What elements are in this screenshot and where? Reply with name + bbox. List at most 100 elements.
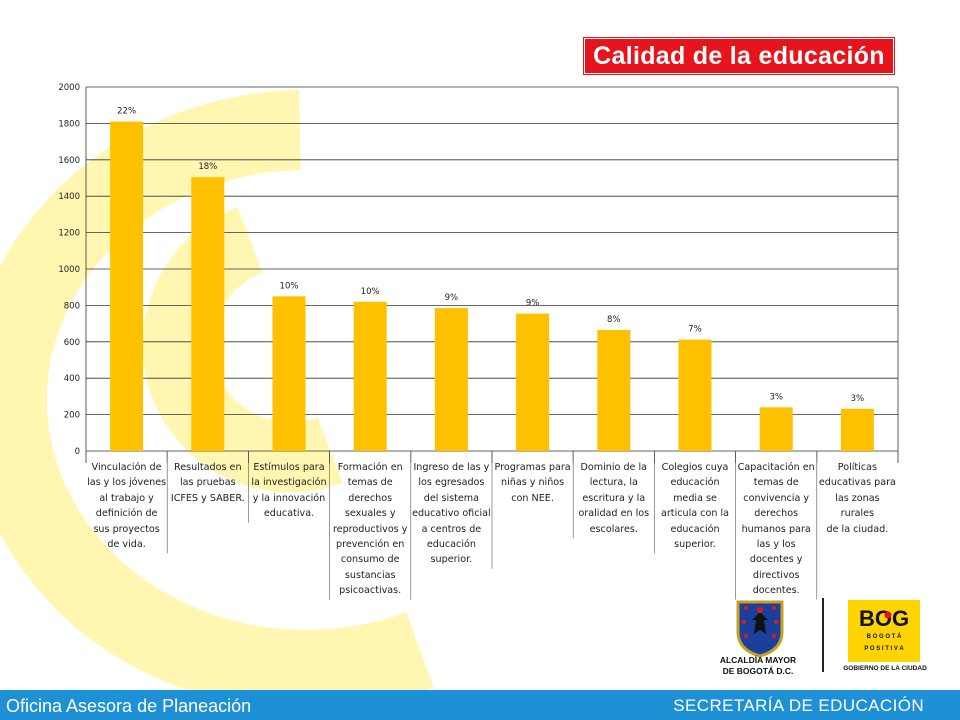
x-tick-label-line: sexuales y [344, 508, 396, 520]
x-tick-label-line: educativo oficial [412, 508, 491, 520]
x-tick-label-line: sus proyectos [93, 523, 160, 535]
x-tick-label-line: escritura y la [582, 492, 646, 504]
alcaldia-line1: ALCALDÍA MAYOR [719, 655, 797, 665]
x-tick-label-line: convivencia y [743, 492, 810, 504]
bar [759, 407, 793, 451]
x-tick-label: Capacitación en temas de convivencia y dere… [736, 460, 816, 599]
x-tick-label-line: temas de [753, 477, 799, 489]
data-label: 9% [445, 293, 459, 303]
x-tick-label-line: prevención en [336, 539, 405, 551]
page-title: Calidad de la educación [584, 38, 894, 74]
x-tick-label-line: reproductivos y [332, 523, 408, 535]
bar [434, 308, 468, 451]
data-label: 22% [117, 107, 136, 117]
x-tick-label-line: a centros de [421, 523, 482, 535]
x-tick-label: Resultados en las pruebas ICFES y SABER. [168, 460, 248, 506]
x-tick-label-line: Resultados en [174, 462, 242, 473]
x-tick-label-line: directivos [752, 569, 800, 581]
x-tick-label-line: docentes y [749, 554, 803, 566]
bogota-positiva-logo: BOG B O G O T Á P O S I T I V A [848, 600, 920, 662]
y-tick-label: 600 [64, 338, 80, 348]
x-tick-label-line: educativas para [818, 477, 896, 489]
x-tick-label-line: educación [670, 523, 720, 535]
x-tick-label: Políticas educativas para las zonas rurale… [817, 460, 897, 537]
x-tick-label-line: psicoactivas. [339, 585, 402, 597]
x-tick-label-line: y la innovación [252, 492, 326, 504]
y-tick-label: 400 [64, 374, 80, 384]
x-tick-label-line: las zonas rurales [835, 492, 880, 520]
data-label: 10% [280, 281, 299, 291]
x-tick-label-line: las y los [756, 539, 796, 551]
x-tick-label-line: ICFES y SABER. [170, 492, 245, 504]
bog-sub-text: B O G O T Á [867, 633, 902, 640]
x-tick-label-line: temas de [347, 477, 393, 489]
bar [110, 121, 144, 451]
x-tick-label-line: educación [426, 539, 476, 551]
x-tick-label: Colegios cuya educación media se articula c… [655, 460, 735, 552]
bog-logo-text: BOG [859, 606, 909, 631]
x-tick-label-line: Colegios cuya [661, 462, 729, 473]
data-label: 9% [526, 299, 540, 309]
x-tick-label-line: niñas y niños [501, 477, 565, 489]
x-tick-label-line: los egresados [418, 477, 485, 489]
x-tick-label-line: Vinculación de [91, 462, 162, 473]
footer-secretaria: SECRETARÍA DE EDUCACIÓN [673, 696, 924, 715]
x-tick-label-line: Programas para [494, 462, 571, 473]
x-tick-label: Formación en temas de derechos sexuales y re… [330, 460, 410, 599]
x-tick-label-line: las pruebas [180, 477, 236, 489]
x-tick-label-line: con NEE. [511, 492, 554, 504]
x-tick-label: Estímulos para la investigación y la innov… [249, 460, 329, 522]
x-tick-label-line: del sistema [423, 492, 480, 504]
bar [597, 329, 631, 451]
footer-office-name: Oficina Asesora de Planeación [6, 696, 252, 716]
y-tick-label: 2000 [58, 83, 80, 93]
x-tick-label-line: Estímulos para [253, 462, 325, 473]
x-tick-label: Vinculación de las y los jóvenes al trabaj… [87, 460, 167, 552]
x-tick-label-line: humanos para [741, 523, 811, 535]
y-tick-label: 1200 [58, 229, 80, 239]
x-tick-label-line: consumo de [340, 554, 400, 566]
data-label: 8% [607, 315, 621, 325]
bar [353, 301, 387, 451]
y-tick-label: 1000 [58, 265, 80, 275]
x-tick-label-line: superior. [674, 539, 716, 551]
x-tick-label-line: Formación en [337, 462, 403, 473]
x-tick-label-line: educación [670, 477, 720, 489]
y-tick-label: 1400 [58, 192, 80, 202]
x-tick-label-line: docentes. [752, 585, 800, 597]
x-tick-label-line: superior. [430, 554, 473, 566]
x-tick-label-line: definición de [95, 508, 158, 520]
x-tick-label-line: las y los jóvenes [87, 477, 167, 489]
alcaldia-text: ALCALDÍA MAYOR DE BOGOTÁ D.C. [706, 655, 810, 677]
y-tick-label: 800 [64, 301, 80, 311]
logo-divider [822, 598, 824, 672]
x-tick-label-line: oralidad en los [578, 508, 650, 520]
bar [272, 296, 306, 451]
x-tick-label-line: articula con la [660, 508, 730, 520]
y-tick-label: 200 [64, 411, 80, 421]
gobierno-text: GOBIERNO DE LA CIUDAD [843, 665, 927, 672]
x-tick-label-line: escolares. [589, 523, 638, 535]
footer-bar: Oficina Asesora de Planeación SECRETARÍA… [0, 690, 960, 720]
x-tick-label-line: sustancias [344, 569, 396, 581]
data-label: 7% [688, 325, 702, 335]
data-label: 3% [769, 392, 783, 402]
x-tick-label: Programas para niñas y niños con NEE. [493, 460, 573, 506]
x-tick-label-line: lectura, la [589, 477, 638, 489]
x-tick-label-line: Dominio de la [580, 462, 648, 473]
alcaldia-line2: DE BOGOTÁ D.C. [722, 666, 794, 676]
x-tick-label-line: al trabajo y [99, 492, 154, 504]
bar [840, 408, 874, 451]
bar [516, 313, 550, 451]
data-label: 10% [361, 287, 380, 297]
bar [191, 177, 225, 451]
y-tick-label: 1800 [58, 119, 80, 129]
y-tick-label: 0 [75, 447, 80, 457]
data-label: 18% [198, 162, 217, 172]
positiva-text: P O S I T I V A [864, 646, 904, 652]
x-tick-label: Ingreso de las y los egresados del sistema… [411, 460, 491, 568]
x-tick-label: Dominio de la lectura, la escritura y la or… [574, 460, 654, 537]
data-label: 3% [851, 394, 865, 404]
x-tick-label-line: derechos [754, 508, 799, 520]
